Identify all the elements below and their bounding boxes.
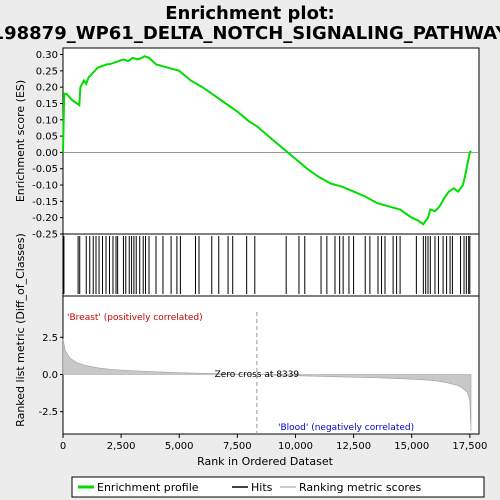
legend-profile-label: Enrichment profile (97, 481, 199, 494)
es-y-tick-label: -0.15 (32, 197, 58, 208)
x-axis-label: Rank in Ordered Dataset (197, 455, 334, 468)
x-axis-ticks: 0 2,500 5,000 7,500 10,000 12,500 15,000 17,500 (60, 434, 487, 452)
enrichment-profile-line (62, 55, 472, 226)
chart-title-line2: 198879_WP61_DELTA_NOTCH_SIGNALING_PATHWA… (0, 23, 500, 44)
es-y-tick-label: 0.10 (36, 115, 58, 126)
x-tick-label: 0 (60, 441, 66, 452)
x-tick-label: 2,500 (107, 441, 136, 452)
legend-ranking-label: Ranking metric scores (299, 481, 421, 494)
es-y-tick-label: -0.25 (32, 230, 58, 241)
es-y-tick-label: 0.30 (36, 50, 58, 61)
rank-y-tick-label: 2.5 (42, 333, 58, 344)
x-tick-label: 5,000 (165, 441, 194, 452)
ranking-metric-area (62, 338, 472, 432)
es-y-tick-label: -0.10 (32, 181, 58, 192)
x-tick-label: 12,500 (336, 441, 371, 452)
negative-class-label: 'Blood' (negatively correlated) (278, 423, 414, 433)
es-y-tick-label: -0.05 (32, 164, 58, 175)
rank-panel-frame (62, 295, 480, 435)
es-y-tick-label: 0.25 (36, 66, 58, 77)
hits-group (63, 236, 471, 294)
x-tick-label: 7,500 (223, 441, 252, 452)
rank-y-axis-label: Ranked list metric (Diff_of_Classes) (14, 233, 27, 427)
x-tick-label: 17,500 (452, 441, 487, 452)
es-panel-frame (62, 47, 480, 235)
legend: Enrichment profile Hits Ranking metric s… (71, 476, 485, 498)
zero-cross-label: Zero cross at 8339 (215, 370, 300, 380)
x-tick-label: 15,000 (394, 441, 429, 452)
legend-hits-label: Hits (251, 481, 273, 494)
rank-y-ticks: 2.5 0.0 -2.5 (38, 333, 63, 418)
es-y-axis-label: Enrichment score (ES) (14, 80, 27, 202)
positive-class-label: 'Breast' (positively correlated) (67, 313, 203, 323)
es-y-tick-label: -0.20 (32, 213, 58, 224)
legend-box (71, 476, 485, 498)
es-y-ticks: 0.30 0.25 0.20 0.15 0.10 0.05 0.00 -0.05 -0.10 -0… (32, 50, 63, 241)
rank-y-tick-label: 0.0 (42, 370, 58, 381)
es-y-tick-label: 0.15 (36, 99, 58, 110)
chart-title-line1: Enrichment plot: (165, 3, 335, 24)
es-y-tick-label: 0.20 (36, 83, 58, 94)
hits-panel-frame (62, 233, 480, 297)
rank-y-tick-label: -2.5 (38, 407, 58, 418)
x-tick-label: 10,000 (278, 441, 313, 452)
es-y-tick-label: 0.00 (36, 148, 58, 159)
es-y-tick-label: 0.05 (36, 132, 58, 143)
